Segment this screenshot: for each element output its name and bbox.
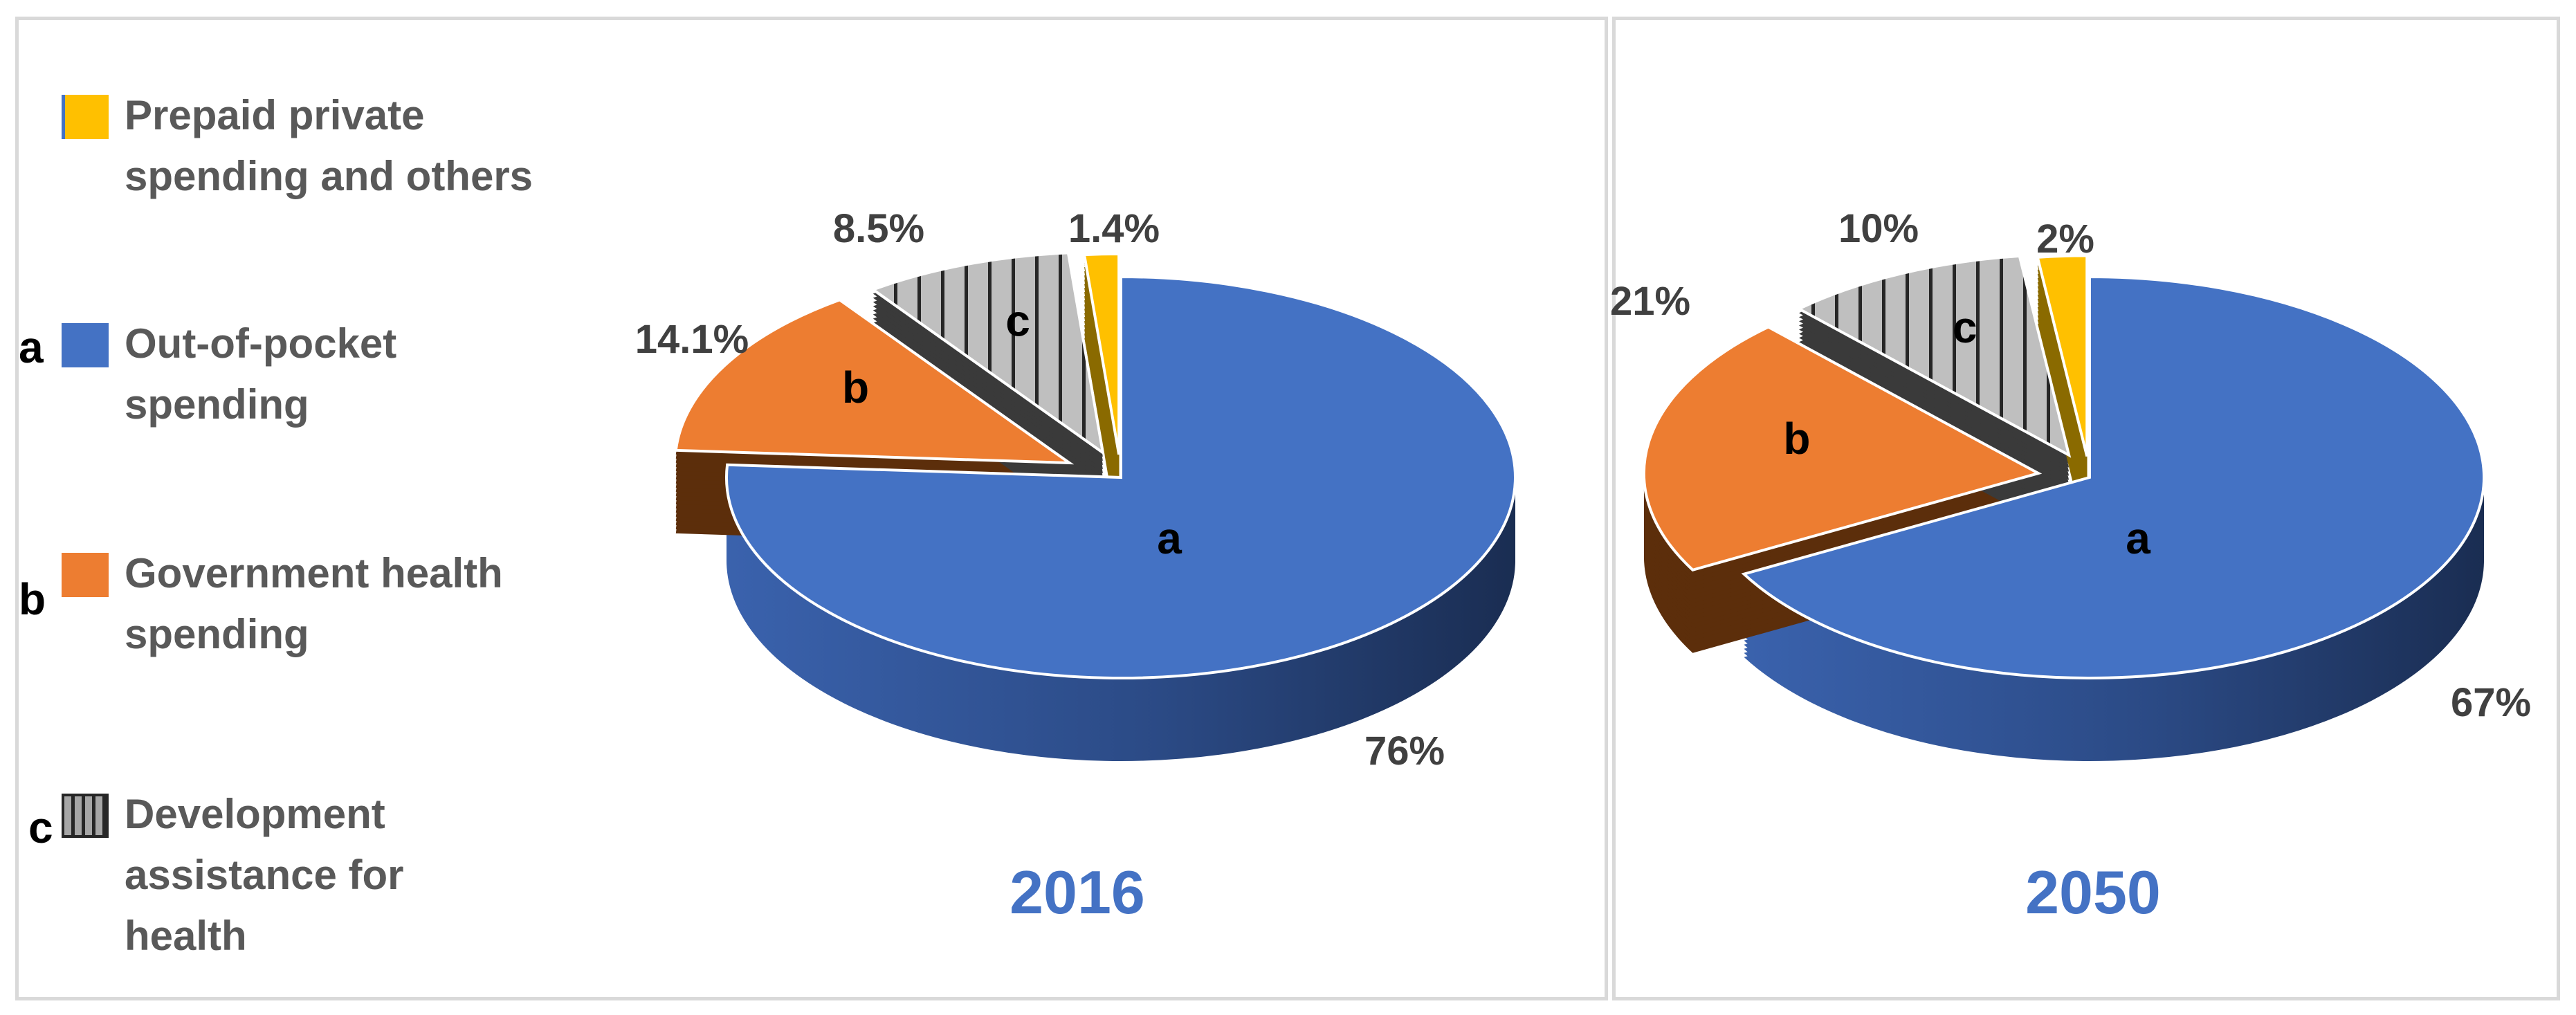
legend-swatch-development — [62, 794, 109, 838]
data-label-b: 14.1% — [635, 317, 749, 362]
slice-a-top — [725, 275, 1517, 679]
legend-letter-a: a — [19, 322, 44, 372]
legend-label-out-of-pocket: Out-of-pocket spending — [125, 320, 397, 428]
data-label-b: 21% — [1610, 279, 1690, 324]
slice-letter-a: a — [1157, 513, 1182, 563]
slice-prepaid-top — [1082, 252, 1121, 455]
legend-swatch-out-of-pocket — [62, 323, 109, 367]
slice-prepaid-top — [2036, 254, 2089, 457]
slice-letter-c: c — [1005, 296, 1030, 346]
data-label-c: 8.5% — [833, 206, 924, 251]
data-label-prepaid: 2% — [2036, 217, 2094, 262]
chart-title-2016: 2016 — [1010, 858, 1145, 926]
chart-title-2050: 2050 — [2025, 858, 2161, 926]
legend-label-government: Government health spending — [125, 550, 503, 657]
data-label-a: 67% — [2451, 680, 2531, 725]
data-label-prepaid: 1.4% — [1068, 206, 1160, 251]
data-label-c: 10% — [1838, 206, 1919, 251]
pie-chart-2050: a b c 67% 21% 10% 2% — [1610, 206, 2531, 761]
legend-label-prepaid: Prepaid private spending and others — [125, 92, 533, 199]
slice-letter-a: a — [2126, 513, 2150, 563]
slice-a-top — [1741, 275, 2485, 679]
legend-swatch-prepaid — [62, 95, 109, 139]
legend-label-development: Development assistance for health — [125, 791, 404, 959]
slice-c-top — [1796, 254, 2072, 458]
slice-letter-c: c — [1953, 302, 1977, 352]
legend-swatch-government — [62, 553, 109, 597]
slice-b-top — [674, 298, 1075, 465]
pie-chart-2016: a b c 76% 14.1% 8.5% 1.4% — [635, 206, 1517, 774]
data-label-a: 76% — [1364, 729, 1445, 774]
slice-letter-b: b — [1783, 414, 1810, 464]
slice-c-top — [870, 251, 1105, 456]
slice-b-top — [1643, 325, 2043, 571]
slice-letter-b: b — [842, 363, 869, 412]
legend-letter-c: c — [28, 803, 53, 852]
legend-letter-b: b — [19, 574, 46, 624]
